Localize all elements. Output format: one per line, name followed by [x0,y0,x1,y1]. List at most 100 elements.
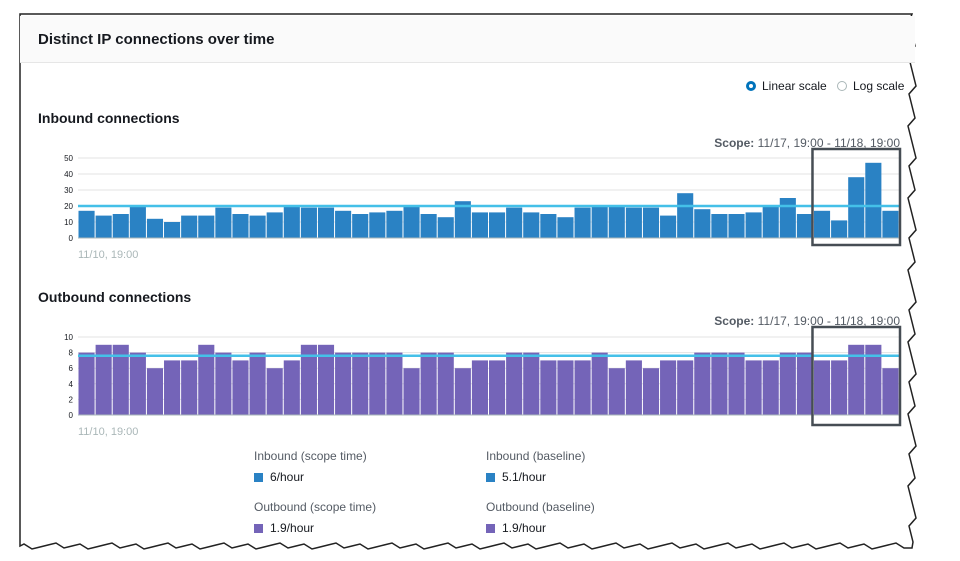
bar [454,368,471,415]
inbound-title: Inbound connections [38,110,180,126]
bar [249,215,266,238]
bar [813,360,831,415]
linear-scale-radio[interactable]: Linear scale [746,79,827,93]
bar [557,217,574,238]
legend-label: Outbound (scope time) [254,500,377,514]
bar [711,352,728,415]
bar [660,360,677,415]
y-tick-label: 50 [64,154,73,163]
radio-unchecked-icon [837,81,847,91]
bar [403,368,420,415]
y-tick-label: 0 [69,234,74,243]
bar [489,360,506,415]
bar [625,207,642,238]
bar [112,344,129,415]
bar [146,368,164,415]
y-tick-label: 4 [69,380,74,389]
bar [523,352,540,415]
outbound-title: Outbound connections [38,289,192,305]
bar [523,212,540,238]
bar [283,206,300,238]
bar [865,344,882,415]
bar [471,360,488,415]
legend-label: Inbound (baseline) [486,449,586,463]
panel-title: Distinct IP connections over time [38,31,275,48]
y-tick-label: 20 [64,202,73,211]
bar [146,218,164,238]
bar [129,352,146,415]
bar [677,360,694,415]
y-tick-label: 10 [64,333,73,342]
bar [642,368,660,415]
bar [660,215,677,238]
bar [574,207,591,238]
bar [198,215,215,238]
bar [437,217,454,238]
bar [848,344,865,415]
bar [540,360,557,415]
bar [574,360,591,415]
bar [608,206,625,238]
bar [437,352,454,415]
outbound-scope-value: 11/17, 19:00 - 11/18, 19:00 [757,314,900,328]
legend-outbound-scope: Outbound (scope time) 1.9/hour [254,500,376,535]
bar [779,352,796,415]
bar [471,212,488,238]
bar [540,214,557,238]
bar [779,198,796,238]
outbound-scope: Scope: 11/17, 19:00 - 11/18, 19:00 [714,314,900,328]
bar [557,360,574,415]
bar [335,210,352,238]
y-tick-label: 40 [64,170,73,179]
bar [164,360,181,415]
x-tick-label: 11/10, 19:00 [78,426,138,438]
bar [796,214,813,238]
inbound-scope: Scope: 11/17, 19:00 - 11/18, 19:00 [714,136,900,150]
bar [813,210,831,238]
bar [831,360,848,415]
inbound-swatch-icon [254,472,263,482]
inbound-swatch-icon [486,472,495,482]
bar [369,352,386,415]
log-scale-radio[interactable]: Log scale [837,79,904,93]
bar [694,352,711,415]
bar [454,201,471,238]
bar [386,352,403,415]
bar [642,207,660,238]
bar [762,360,779,415]
legend-value: 6/hour [270,470,305,484]
legend-inbound-baseline: Inbound (baseline) 5.1/hour [486,449,585,484]
bar [625,360,642,415]
bar [591,352,608,415]
bar [865,162,882,238]
y-tick-label: 10 [64,218,73,227]
y-tick-label: 6 [69,364,74,373]
bar [591,206,608,238]
bar [762,206,779,238]
legend-value: 5.1/hour [502,470,547,484]
linear-scale-label: Linear scale [762,79,827,93]
bar [882,210,899,238]
bar [694,209,711,238]
bar [283,360,300,415]
bar [129,206,146,238]
bar [848,177,865,238]
bar [95,344,112,415]
bar [317,207,335,238]
bar [335,352,352,415]
bar [677,193,694,238]
bar [728,352,745,415]
bar [215,352,232,415]
scope-highlight-box [811,147,902,247]
bar [711,214,728,238]
bar [489,212,506,238]
bar [95,215,112,238]
y-tick-label: 0 [69,411,74,420]
bar [745,212,762,238]
bar [403,206,420,238]
x-tick-label: 11/10, 19:00 [78,249,138,261]
radio-checked-icon [746,81,756,91]
bar [181,360,198,415]
bar [300,344,317,415]
